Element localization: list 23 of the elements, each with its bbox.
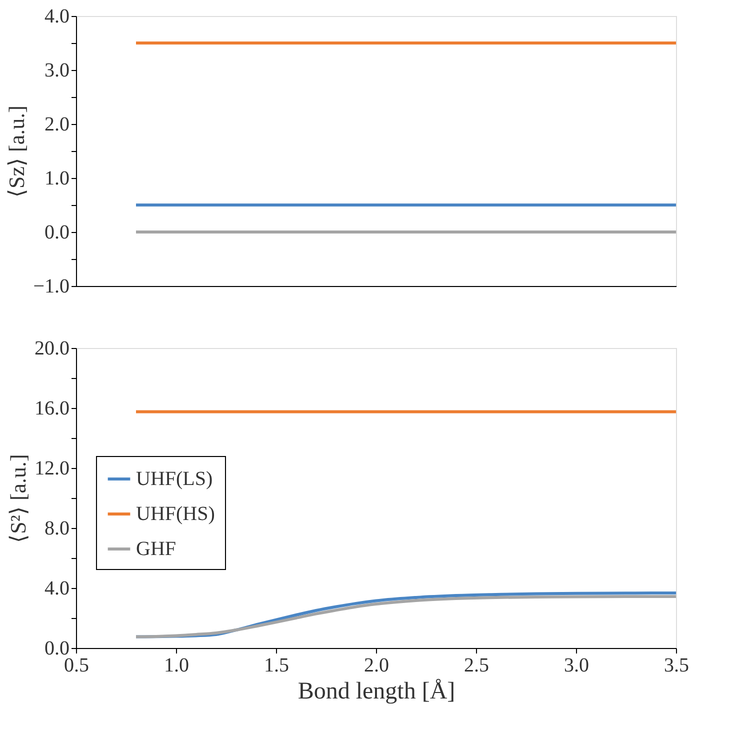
x-axis-title: Bond length [Å] <box>298 678 456 704</box>
y-tick-label: 4.0 <box>44 578 70 600</box>
x-tick-label: 1.0 <box>164 654 189 676</box>
y-tick-label: 3.0 <box>44 60 70 82</box>
y-tick-label: 8.0 <box>44 518 70 540</box>
y-tick-label: 12.0 <box>34 458 70 480</box>
legend-label: UHF(HS) <box>136 503 215 525</box>
legend-label: GHF <box>136 538 176 560</box>
y-axis-title: ⟨Sz⟩ [a.u.] <box>4 106 30 198</box>
legend-label: UHF(LS) <box>136 468 213 490</box>
y-tick-label: −1.0 <box>33 276 70 298</box>
x-tick-label: 2.5 <box>464 654 489 676</box>
x-tick-label: 2.0 <box>364 654 389 676</box>
y-tick-label: 2.0 <box>44 114 70 136</box>
y-axis-title: ⟨S²⟩ [a.u.] <box>6 454 30 543</box>
y-tick-label: 20.0 <box>34 338 70 360</box>
y-tick-label: 0.0 <box>44 222 70 244</box>
x-tick-label: 3.5 <box>664 654 689 676</box>
y-tick-label: 4.0 <box>44 6 70 28</box>
x-tick-label: 3.0 <box>564 654 589 676</box>
y-tick-label: 1.0 <box>44 168 70 190</box>
x-tick-label: 1.5 <box>264 654 289 676</box>
y-tick-label: 16.0 <box>34 398 70 420</box>
